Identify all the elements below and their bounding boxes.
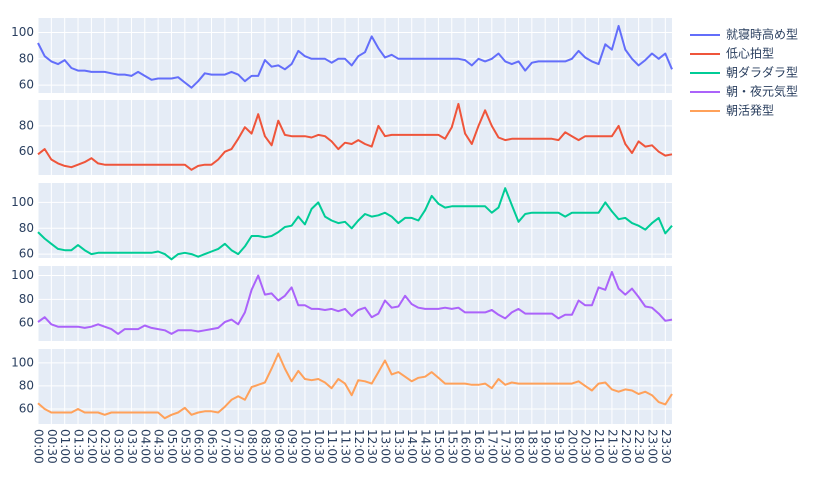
x-tick-label: 19:00 bbox=[539, 429, 553, 464]
series-line bbox=[37, 352, 673, 420]
x-tick-label: 17:30 bbox=[499, 429, 513, 464]
x-tick-label: 12:30 bbox=[365, 429, 379, 464]
x-tick-label: 13:00 bbox=[379, 429, 393, 464]
x-tick-label: 00:00 bbox=[32, 429, 46, 464]
y-tick-label: 60 bbox=[19, 402, 34, 416]
x-tick-label: 14:00 bbox=[405, 429, 419, 464]
legend-label: 低心拍型 bbox=[726, 46, 774, 61]
x-tick-label: 20:00 bbox=[565, 429, 579, 464]
series-line bbox=[37, 187, 673, 261]
legend-label: 朝活発型 bbox=[726, 104, 774, 118]
x-tick-label: 12:00 bbox=[352, 429, 366, 464]
x-tick-label: 19:30 bbox=[552, 429, 566, 464]
y-tick-label: 60 bbox=[19, 78, 34, 92]
plot-background bbox=[38, 183, 672, 258]
x-tick-label: 16:00 bbox=[459, 429, 473, 464]
x-tick-label: 16:30 bbox=[472, 429, 486, 464]
series-line bbox=[37, 102, 673, 171]
legend-label: 就寝時高め型 bbox=[726, 27, 798, 42]
y-tick-label: 80 bbox=[19, 118, 34, 132]
y-tick-label: 60 bbox=[19, 316, 34, 330]
x-tick-label: 22:30 bbox=[632, 429, 646, 464]
plot-background bbox=[38, 18, 672, 93]
x-tick-label: 21:30 bbox=[605, 429, 619, 464]
x-tick-label: 02:00 bbox=[85, 429, 99, 464]
legend-label: 朝・夜元気型 bbox=[726, 84, 798, 99]
x-tick-label: 15:00 bbox=[432, 429, 446, 464]
x-tick-label: 15:30 bbox=[445, 429, 459, 464]
x-tick-label: 14:30 bbox=[419, 429, 433, 464]
x-tick-label: 01:00 bbox=[58, 429, 72, 464]
x-tick-label: 06:00 bbox=[192, 429, 206, 464]
y-tick-label: 80 bbox=[19, 221, 34, 235]
y-tick-label: 60 bbox=[19, 247, 34, 261]
x-tick-label: 20:30 bbox=[579, 429, 593, 464]
x-tick-label: 13:30 bbox=[392, 429, 406, 464]
x-tick-label: 23:30 bbox=[659, 429, 673, 464]
x-tick-label: 11:30 bbox=[338, 429, 352, 464]
x-tick-label: 07:00 bbox=[218, 429, 232, 464]
x-tick-label: 00:30 bbox=[45, 429, 59, 464]
x-tick-label: 11:00 bbox=[325, 429, 339, 464]
x-tick-label: 03:00 bbox=[112, 429, 126, 464]
x-tick-label: 01:30 bbox=[72, 429, 86, 464]
x-tick-label: 10:30 bbox=[312, 429, 326, 464]
x-tick-label: 08:00 bbox=[245, 429, 259, 464]
y-tick-label: 100 bbox=[11, 25, 34, 39]
plot-background bbox=[38, 266, 672, 341]
x-tick-label: 03:30 bbox=[125, 429, 139, 464]
x-tick-label: 23:00 bbox=[645, 429, 659, 464]
x-tick-label: 08:30 bbox=[258, 429, 272, 464]
x-tick-label: 02:30 bbox=[98, 429, 112, 464]
y-tick-label: 80 bbox=[19, 378, 34, 392]
x-tick-label: 07:30 bbox=[232, 429, 246, 464]
x-tick-label: 10:00 bbox=[298, 429, 312, 464]
series-line bbox=[37, 24, 673, 89]
y-tick-label: 100 bbox=[11, 195, 34, 209]
x-tick-label: 17:00 bbox=[485, 429, 499, 464]
x-tick-label: 05:30 bbox=[178, 429, 192, 464]
y-tick-label: 80 bbox=[19, 292, 34, 306]
x-tick-label: 09:30 bbox=[285, 429, 299, 464]
x-tick-label: 09:00 bbox=[272, 429, 286, 464]
x-tick-label: 21:00 bbox=[592, 429, 606, 464]
series-line bbox=[37, 271, 673, 335]
y-tick-label: 100 bbox=[11, 355, 34, 369]
plot-background bbox=[38, 100, 672, 175]
x-tick-label: 22:00 bbox=[619, 429, 633, 464]
x-tick-label: 05:00 bbox=[165, 429, 179, 464]
y-tick-label: 60 bbox=[19, 144, 34, 158]
y-tick-label: 80 bbox=[19, 51, 34, 65]
x-tick-label: 18:00 bbox=[512, 429, 526, 464]
y-tick-label: 100 bbox=[11, 268, 34, 282]
x-tick-label: 04:30 bbox=[152, 429, 166, 464]
x-tick-label: 18:30 bbox=[525, 429, 539, 464]
x-tick-label: 06:30 bbox=[205, 429, 219, 464]
x-tick-label: 04:00 bbox=[138, 429, 152, 464]
legend-label: 朝ダラダラ型 bbox=[726, 65, 798, 80]
